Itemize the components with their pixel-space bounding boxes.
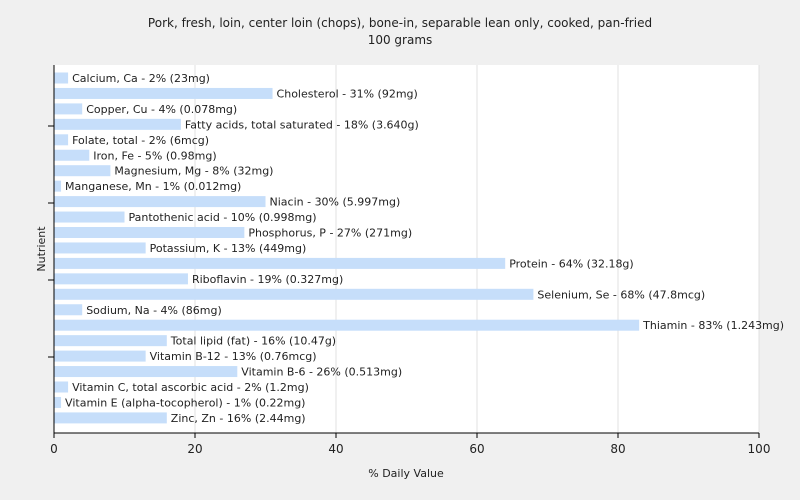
x-tick-label: 20 xyxy=(187,442,202,456)
bar-label: Niacin - 30% (5.997mg) xyxy=(270,196,401,209)
bar xyxy=(54,381,69,393)
bar xyxy=(54,319,640,331)
bar-label: Phosphorus, P - 27% (271mg) xyxy=(248,227,412,240)
bar-label: Vitamin B-12 - 13% (0.76mcg) xyxy=(150,350,317,363)
bar xyxy=(54,149,90,161)
bar-label: Cholesterol - 31% (92mg) xyxy=(277,87,418,100)
bar-label: Sodium, Na - 4% (86mg) xyxy=(86,304,222,317)
bar xyxy=(54,103,83,115)
bar-label: Copper, Cu - 4% (0.078mg) xyxy=(86,103,237,116)
bar xyxy=(54,273,188,285)
bar xyxy=(54,412,167,424)
y-axis-ticks xyxy=(48,125,54,358)
bar xyxy=(54,211,125,223)
bar xyxy=(54,257,506,269)
bar-label: Manganese, Mn - 1% (0.012mg) xyxy=(65,180,241,193)
x-tick-label: 40 xyxy=(328,442,343,456)
x-tick-label: 0 xyxy=(50,442,58,456)
bar xyxy=(54,366,238,378)
bar xyxy=(54,227,245,238)
bar-label: Magnesium, Mg - 8% (32mg) xyxy=(114,165,273,178)
bar xyxy=(54,196,266,208)
bar xyxy=(54,72,69,84)
bar-label: Calcium, Ca - 2% (23mg) xyxy=(72,72,210,85)
bar xyxy=(54,396,62,408)
bar-label: Folate, total - 2% (6mcg) xyxy=(72,134,209,147)
bar-label: Protein - 64% (32.18g) xyxy=(509,257,634,270)
bar xyxy=(54,304,83,316)
chart-subtitle: 100 grams xyxy=(368,33,433,47)
bar xyxy=(54,134,69,146)
x-tick-label: 60 xyxy=(469,442,484,456)
bar xyxy=(54,242,146,254)
x-tick-label: 100 xyxy=(748,442,771,456)
bar xyxy=(54,165,111,177)
bar-label: Thiamin - 83% (1.243mg) xyxy=(642,319,784,332)
bar-labels: Calcium, Ca - 2% (23mg) Cholesterol - 31%… xyxy=(65,72,784,425)
bar-label: Vitamin B-6 - 26% (0.513mg) xyxy=(241,366,402,379)
bar-label: Zinc, Zn - 16% (2.44mg) xyxy=(171,412,306,425)
bar-label: Total lipid (fat) - 16% (10.47g) xyxy=(170,335,336,348)
bar-label: Fatty acids, total saturated - 18% (3.64… xyxy=(185,118,419,131)
bar xyxy=(54,87,273,99)
bar xyxy=(54,118,181,130)
bar-label: Riboflavin - 19% (0.327mg) xyxy=(192,273,343,286)
bar xyxy=(54,288,534,300)
x-axis-ticks: 0 20 40 60 80 100 xyxy=(50,433,770,456)
bar xyxy=(54,335,167,347)
bar-label: Selenium, Se - 68% (47.8mcg) xyxy=(537,288,705,301)
bar-label: Pantothenic acid - 10% (0.998mg) xyxy=(129,211,317,224)
bar-label: Vitamin C, total ascorbic acid - 2% (1.2… xyxy=(72,381,309,394)
y-axis-label: Nutrient xyxy=(35,226,48,272)
x-axis-label: % Daily Value xyxy=(368,467,444,480)
bar-label: Vitamin E (alpha-tocopherol) - 1% (0.22m… xyxy=(65,396,305,409)
bar xyxy=(54,180,62,192)
bar-label: Potassium, K - 13% (449mg) xyxy=(150,242,307,255)
bar-label: Iron, Fe - 5% (0.98mg) xyxy=(93,149,216,162)
bars xyxy=(54,72,640,424)
x-tick-label: 80 xyxy=(610,442,625,456)
chart-title: Pork, fresh, loin, center loin (chops), … xyxy=(148,16,652,30)
bar xyxy=(54,350,146,362)
